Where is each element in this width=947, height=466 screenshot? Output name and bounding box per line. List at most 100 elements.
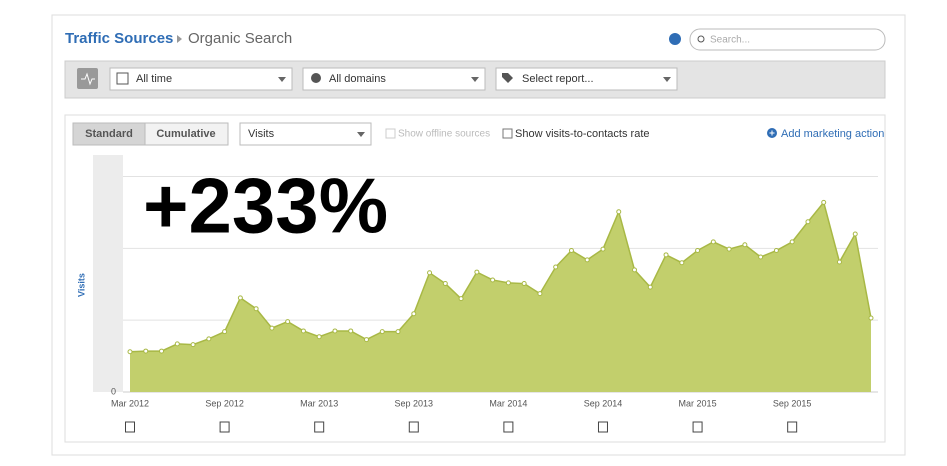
annotation: +233%	[143, 162, 388, 250]
checkbox[interactable]	[502, 128, 513, 139]
y-axis-band	[93, 155, 123, 392]
page-title[interactable]: Traffic Sources	[65, 30, 173, 47]
point	[159, 348, 165, 354]
event-icon[interactable]	[125, 421, 135, 433]
y-tick-label: 0	[111, 386, 116, 396]
point	[584, 257, 590, 263]
point	[821, 199, 827, 205]
dropdown-arrow	[663, 77, 671, 82]
breadcrumb-arrow	[177, 35, 182, 43]
point	[206, 336, 212, 342]
point	[742, 242, 748, 248]
domains: All domains	[329, 73, 386, 85]
plot: 0 Mar 2012 Sep 2012 Mar 2013 Sep 2013 Mar 201…	[111, 176, 878, 433]
point	[348, 328, 354, 334]
point	[395, 329, 401, 335]
point	[253, 306, 259, 312]
point	[568, 248, 574, 254]
point	[695, 248, 701, 254]
x-tick-label: Mar 2014	[489, 398, 527, 408]
point	[758, 254, 764, 260]
point	[379, 329, 385, 335]
chart-icon-button[interactable]	[77, 68, 98, 89]
info-icon[interactable]	[669, 33, 681, 45]
point	[632, 267, 638, 273]
point	[679, 260, 685, 266]
point	[616, 209, 622, 215]
point	[363, 337, 369, 343]
x-tick-label: Sep 2012	[205, 398, 244, 408]
point	[537, 291, 543, 297]
point	[805, 219, 811, 225]
dropdown-arrow	[471, 77, 479, 82]
point	[411, 311, 417, 317]
point	[474, 269, 480, 275]
globe-icon	[311, 73, 321, 83]
report-dropdown[interactable]	[495, 67, 678, 91]
point	[285, 319, 291, 325]
point	[222, 329, 228, 335]
point	[190, 342, 196, 348]
event-icon[interactable]	[219, 421, 230, 433]
add-action[interactable]: Add marketing action	[781, 128, 884, 140]
area	[130, 202, 871, 392]
x-tick-label: Sep 2013	[395, 398, 434, 408]
dropdown-arrow	[357, 132, 365, 137]
point	[316, 334, 322, 340]
point	[127, 349, 133, 355]
metric: Visits	[248, 128, 275, 140]
x-tick-label: Sep 2014	[584, 398, 623, 408]
point	[458, 296, 464, 302]
tag-icon	[502, 73, 513, 83]
event-icon[interactable]	[408, 421, 419, 433]
x-tick-label: Sep 2015	[773, 398, 812, 408]
metric-dropdown[interactable]	[239, 122, 372, 146]
event-icon[interactable]	[692, 421, 703, 433]
report: Select report...	[522, 73, 594, 85]
point	[600, 246, 606, 252]
point	[647, 284, 653, 290]
x-tick-label: Mar 2012	[111, 398, 149, 408]
point	[332, 328, 338, 334]
domains-dropdown[interactable]	[302, 67, 486, 91]
point	[427, 270, 433, 276]
event-icon[interactable]	[503, 421, 514, 433]
chart-icon	[81, 72, 95, 86]
calendar-icon	[116, 72, 129, 85]
x-tick-label: Mar 2013	[300, 398, 338, 408]
page-subtitle: Organic Search	[188, 30, 292, 47]
line	[129, 200, 872, 353]
point	[505, 280, 511, 286]
point	[237, 295, 243, 301]
option-label: Show visits-to-contacts rate	[515, 128, 650, 140]
point	[773, 248, 779, 254]
dropdown-arrow	[278, 77, 286, 82]
search-box[interactable]	[689, 28, 886, 51]
point	[789, 239, 795, 245]
date-dropdown[interactable]	[109, 67, 293, 91]
x-tick-label: Mar 2015	[679, 398, 717, 408]
tab-label: Cumulative	[156, 128, 215, 140]
point	[836, 259, 842, 265]
point	[663, 252, 669, 258]
point	[521, 281, 527, 287]
point	[490, 277, 496, 283]
point	[269, 325, 275, 331]
checkbox[interactable]	[385, 128, 396, 139]
tab-cumulative[interactable]	[144, 122, 229, 146]
option-label: Show offline sources	[398, 129, 490, 140]
event-icon[interactable]	[597, 421, 608, 433]
search-placeholder: Search...	[710, 35, 750, 46]
point	[174, 341, 180, 347]
point	[143, 348, 149, 354]
plus	[769, 130, 775, 136]
point	[300, 328, 306, 334]
point	[553, 264, 559, 270]
point	[852, 231, 858, 237]
event-icon[interactable]	[787, 421, 798, 433]
event-icon[interactable]	[314, 421, 325, 433]
tab-label: Standard	[85, 128, 133, 140]
date-range: All time	[136, 73, 172, 85]
point	[442, 281, 448, 287]
